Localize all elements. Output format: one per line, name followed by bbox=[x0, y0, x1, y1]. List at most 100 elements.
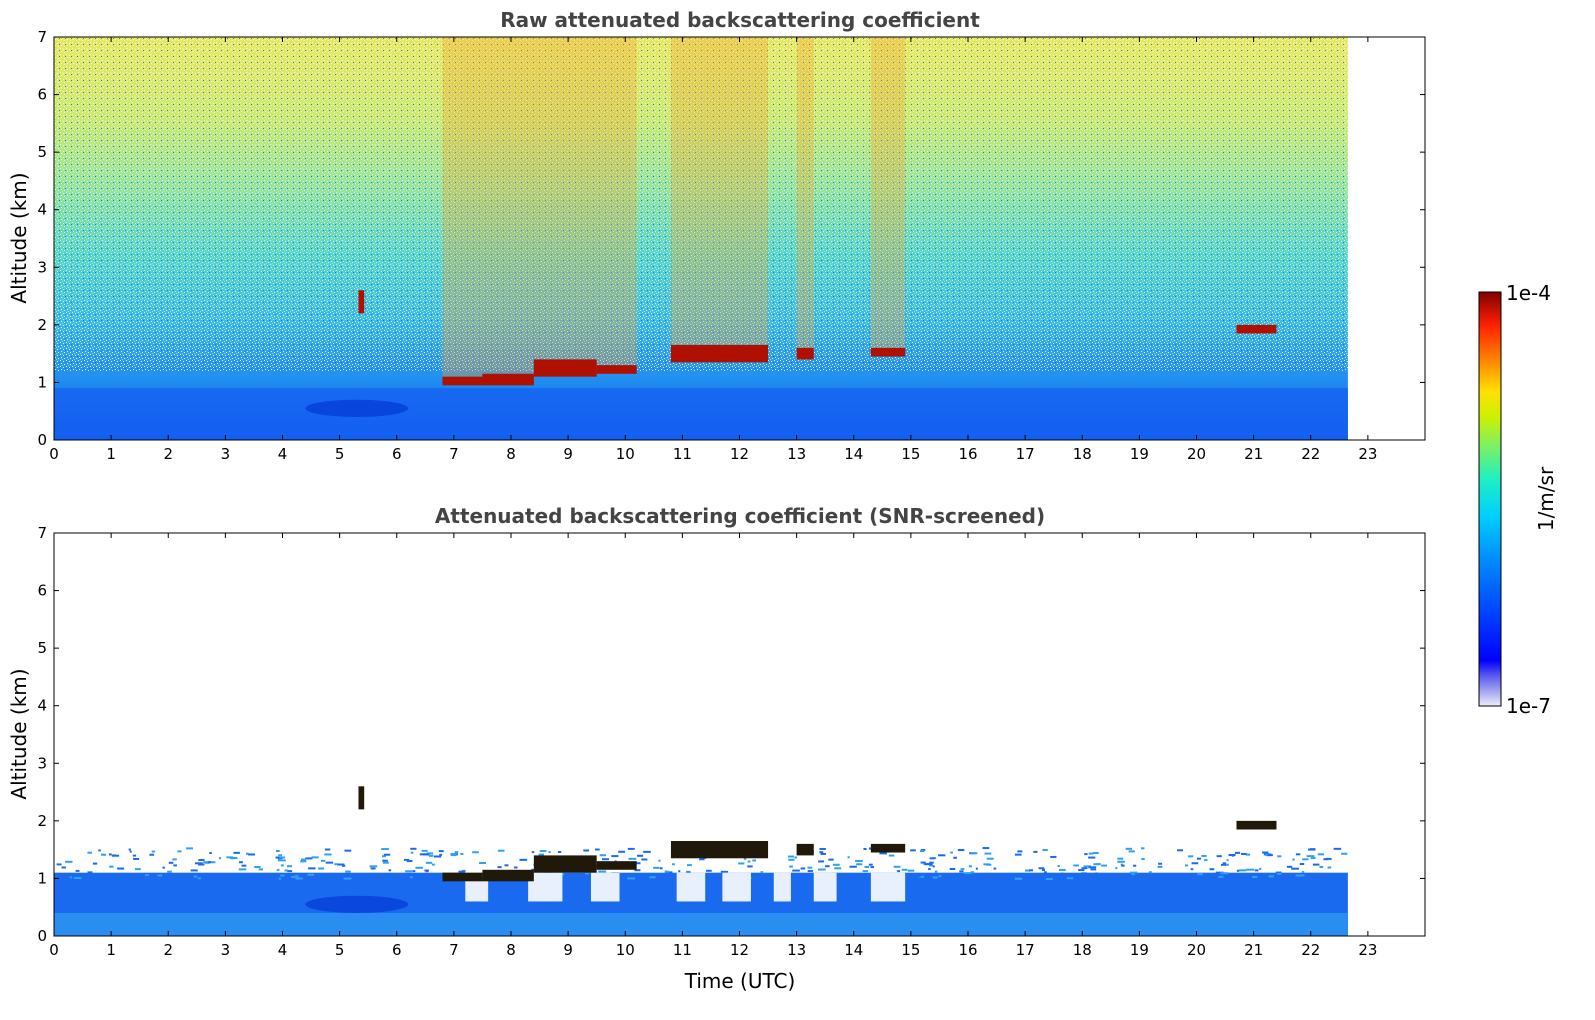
signal-speck bbox=[953, 856, 957, 859]
signal-speck bbox=[410, 851, 414, 854]
colorbar-min-label: 1e-7 bbox=[1506, 694, 1551, 718]
signal-speck bbox=[1268, 875, 1274, 878]
signal-speck bbox=[129, 850, 132, 853]
y-axis-label: Altitude (km) bbox=[7, 668, 31, 799]
aerosol-patch bbox=[305, 399, 409, 417]
signal-speck bbox=[968, 865, 972, 868]
signal-speck bbox=[1117, 860, 1125, 863]
signal-speck bbox=[241, 864, 247, 867]
signal-speck bbox=[276, 868, 280, 871]
signal-speck bbox=[628, 857, 637, 860]
signal-speck bbox=[336, 863, 345, 866]
signal-speck bbox=[531, 851, 535, 854]
screened-gap bbox=[590, 872, 620, 902]
x-tick-label: 4 bbox=[278, 445, 288, 463]
y-tick-label: 3 bbox=[37, 258, 47, 276]
signal-speck bbox=[149, 853, 155, 856]
signal-speck bbox=[687, 864, 692, 867]
signal-speck bbox=[497, 866, 502, 869]
signal-speck bbox=[1312, 863, 1320, 866]
signal-speck bbox=[317, 867, 325, 870]
signal-speck bbox=[1115, 867, 1118, 870]
signal-speck bbox=[920, 849, 925, 852]
signal-speck bbox=[634, 869, 641, 872]
signal-speck bbox=[1277, 855, 1282, 858]
x-tick-label: 17 bbox=[1016, 445, 1035, 463]
signal-speck bbox=[743, 857, 747, 860]
signal-speck bbox=[426, 852, 434, 855]
x-tick-label: 21 bbox=[1244, 445, 1263, 463]
signal-speck bbox=[819, 851, 824, 854]
signal-streak bbox=[596, 37, 637, 366]
signal-speck bbox=[61, 866, 66, 869]
x-tick-label: 15 bbox=[901, 445, 920, 463]
signal-speck bbox=[970, 871, 975, 874]
signal-speck bbox=[1236, 869, 1240, 872]
signal-speck bbox=[460, 852, 464, 855]
signal-speck bbox=[634, 862, 641, 865]
signal-speck bbox=[1197, 873, 1203, 876]
x-tick-label: 5 bbox=[335, 941, 345, 959]
signal-speck bbox=[1042, 849, 1048, 852]
signal-speck bbox=[929, 864, 934, 867]
x-tick-label: 10 bbox=[616, 941, 635, 959]
signal-speck bbox=[1254, 869, 1259, 872]
signal-speck bbox=[1323, 858, 1329, 861]
signal-streak bbox=[533, 37, 597, 360]
signal-speck bbox=[439, 853, 443, 856]
signal-speck bbox=[1317, 853, 1325, 856]
signal-speck bbox=[173, 864, 177, 867]
chart-title: Raw attenuated backscattering coefficien… bbox=[500, 8, 980, 32]
signal-speck bbox=[960, 868, 965, 871]
cloud-layer bbox=[482, 373, 534, 386]
snr-screened-panel: Attenuated backscattering coefficient (S… bbox=[7, 504, 1426, 993]
signal-speck bbox=[601, 858, 610, 861]
signal-speck bbox=[641, 858, 648, 861]
x-tick-label: 0 bbox=[49, 941, 59, 959]
x-tick-label: 22 bbox=[1301, 941, 1320, 959]
signal-speck bbox=[1265, 853, 1268, 856]
signal-speck bbox=[254, 866, 261, 869]
signal-speck bbox=[769, 875, 775, 878]
signal-speck bbox=[231, 857, 234, 860]
cloud-layer bbox=[596, 365, 637, 374]
signal-speck bbox=[198, 863, 205, 866]
x-tick-label: 9 bbox=[563, 445, 573, 463]
x-tick-label: 23 bbox=[1358, 445, 1377, 463]
signal-speck bbox=[280, 874, 285, 877]
signal-speck bbox=[897, 870, 901, 873]
signal-streak bbox=[482, 37, 534, 374]
x-tick-label: 17 bbox=[1016, 941, 1035, 959]
y-tick-label: 6 bbox=[37, 582, 47, 600]
cloud-layer bbox=[533, 359, 597, 377]
signal-speck bbox=[658, 859, 661, 862]
signal-speck bbox=[959, 870, 964, 873]
y-tick-label: 1 bbox=[37, 373, 47, 391]
signal-speck bbox=[888, 854, 895, 857]
axis-ticks: 0 1 2 3 4 5 6 7 8 9 10 11 12 13 14 15 16 17 18 19 20 21 22 2301… bbox=[37, 524, 1425, 959]
signal-speck bbox=[1216, 855, 1222, 858]
signal-speck bbox=[1090, 868, 1097, 871]
signal-speck bbox=[1291, 867, 1299, 870]
signal-speck bbox=[1017, 850, 1023, 853]
signal-speck bbox=[1092, 852, 1099, 855]
signal-speck bbox=[1148, 871, 1152, 874]
signal-speck bbox=[855, 859, 863, 862]
signal-speck bbox=[1061, 872, 1064, 875]
x-tick-label: 13 bbox=[787, 941, 806, 959]
signal-speck bbox=[868, 863, 873, 866]
signal-speck bbox=[428, 854, 434, 857]
signal-speck bbox=[1252, 875, 1258, 878]
x-tick-label: 11 bbox=[673, 941, 692, 959]
signal-speck bbox=[752, 875, 755, 878]
signal-speck bbox=[1125, 847, 1133, 850]
signal-speck bbox=[1014, 877, 1021, 880]
y-tick-label: 6 bbox=[37, 86, 47, 104]
signal-speck bbox=[218, 857, 222, 860]
signal-speck bbox=[828, 858, 834, 861]
cloud-layer bbox=[358, 786, 365, 810]
signal-speck bbox=[1141, 874, 1149, 877]
x-axis-label: Time (UTC) bbox=[684, 969, 796, 993]
signal-speck bbox=[539, 849, 547, 852]
signal-speck bbox=[825, 865, 830, 868]
